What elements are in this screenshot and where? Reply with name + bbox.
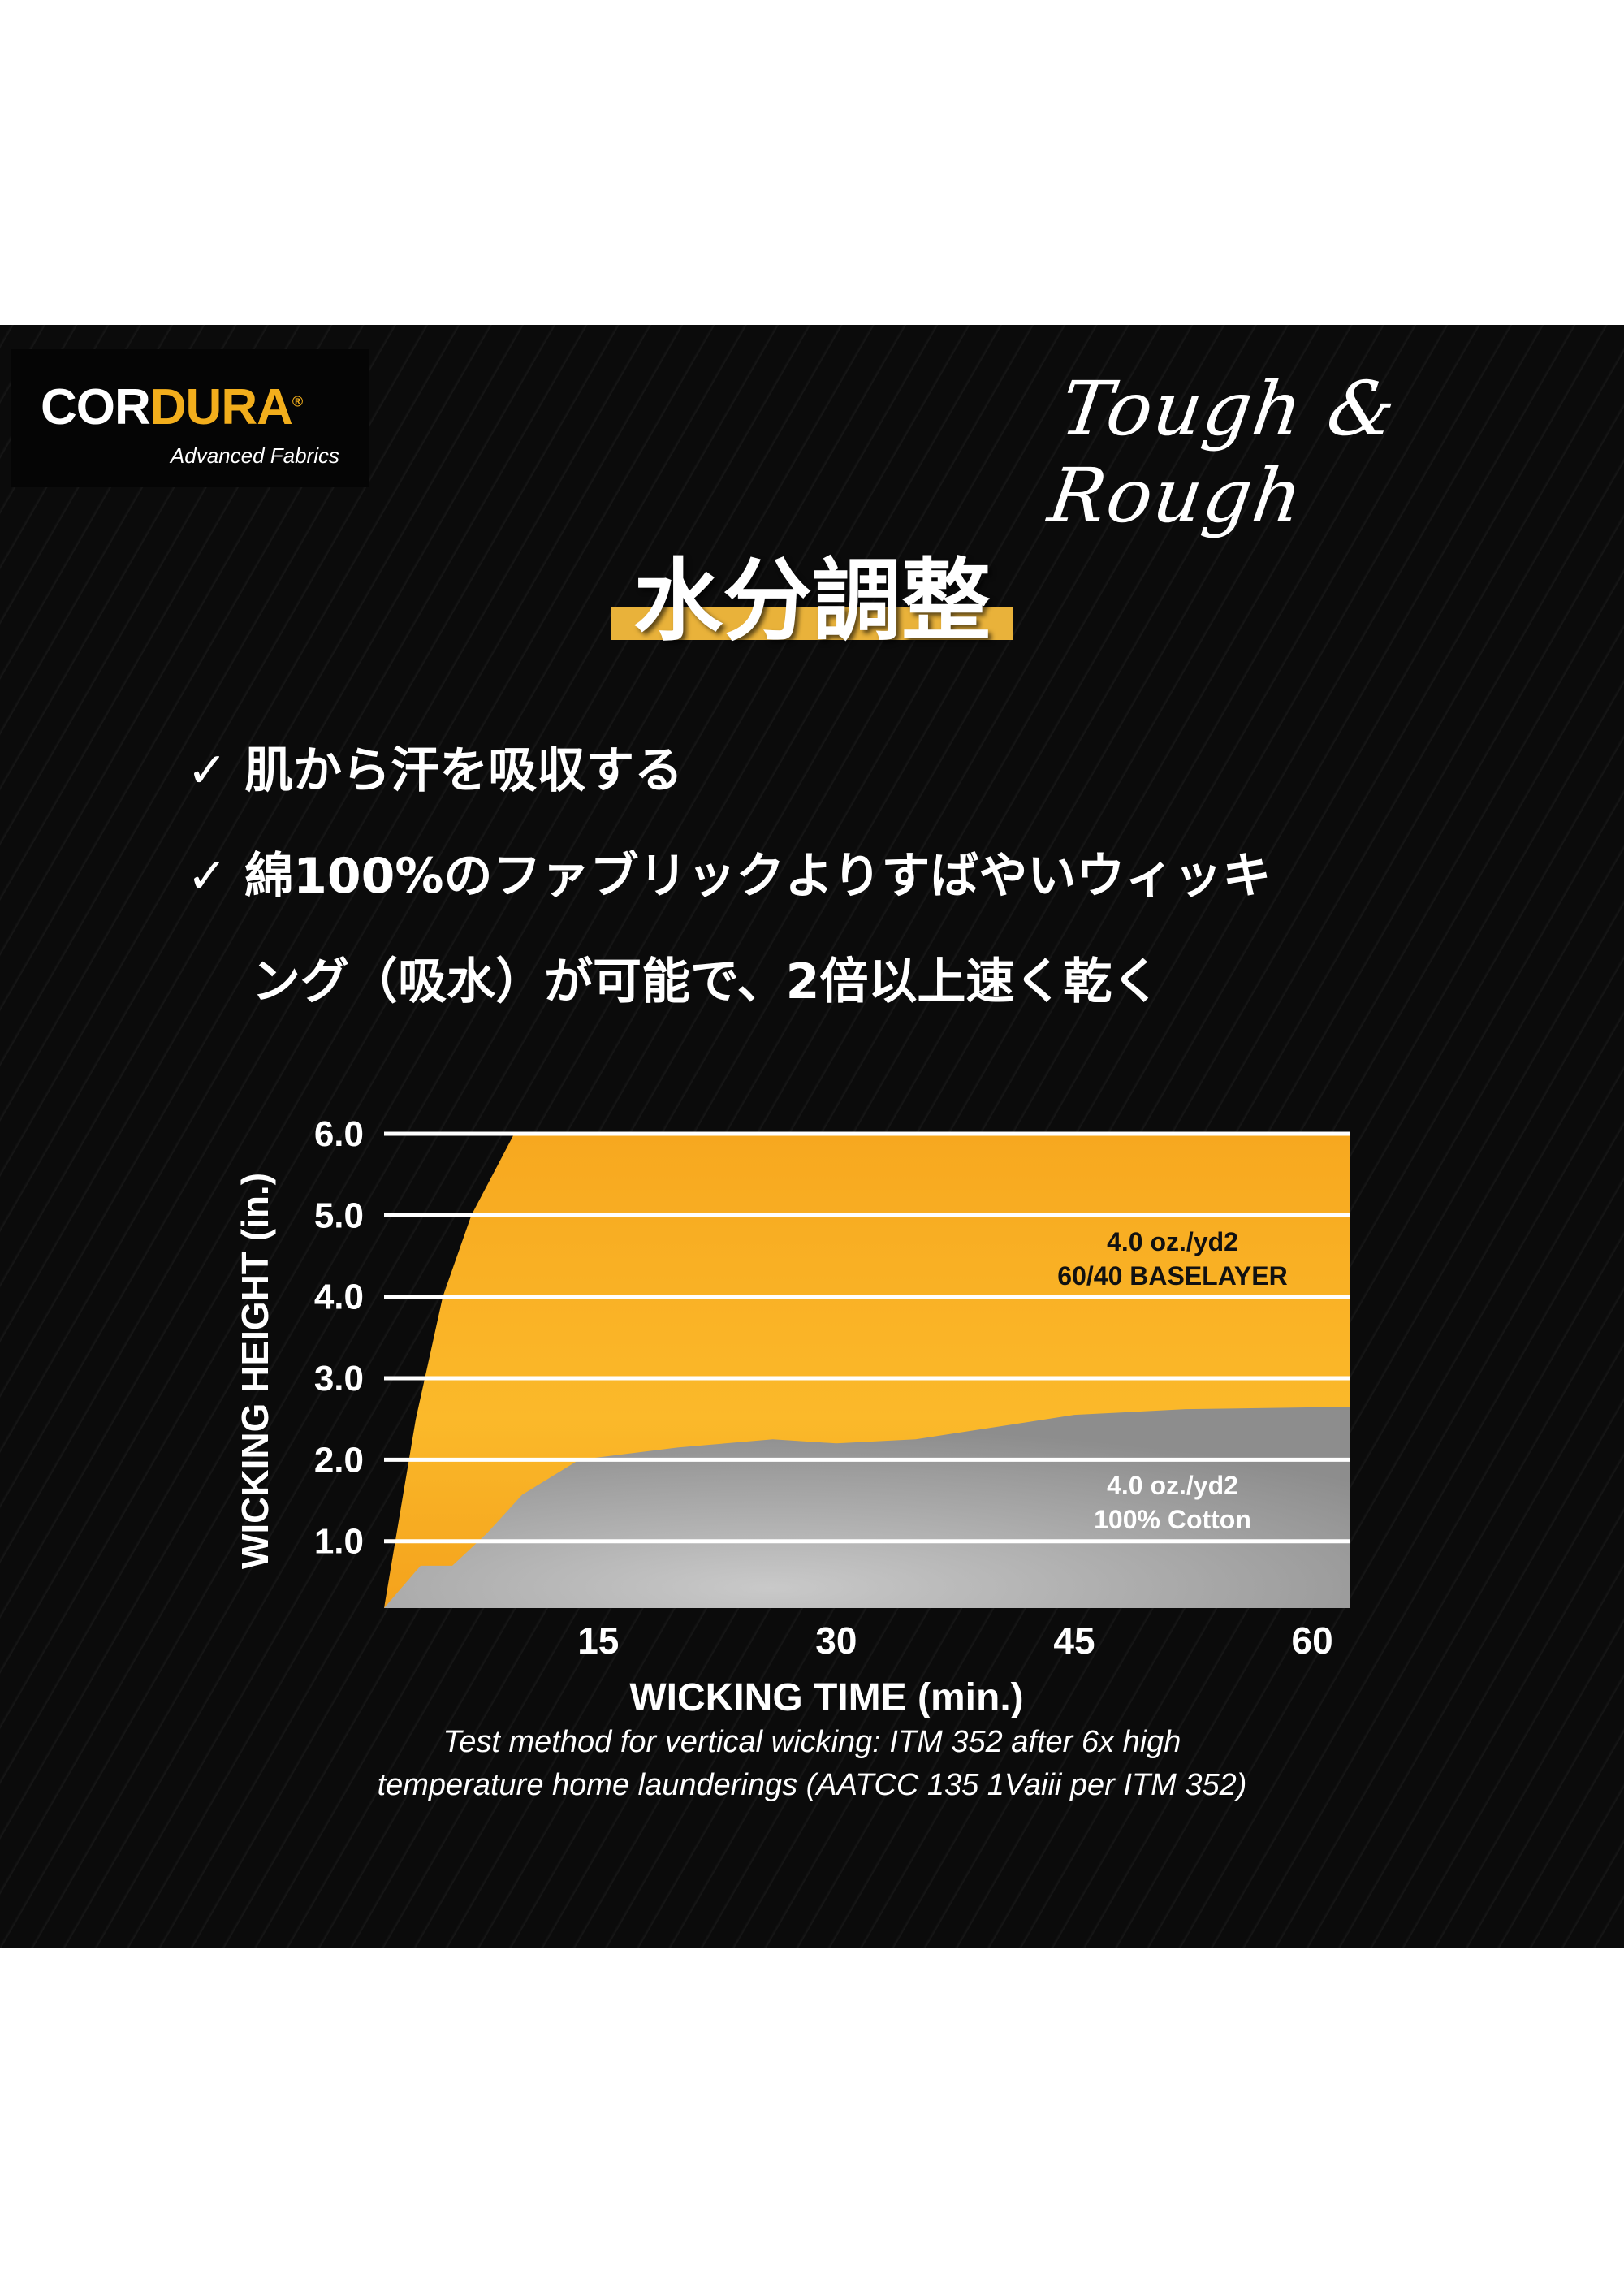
cotton-area <box>384 1407 1350 1608</box>
y-tick-label: 1.0 <box>314 1522 364 1562</box>
feature-point-1: ✓ 肌から汗を吸収する <box>187 742 684 799</box>
y-axis-label: WICKING HEIGHT (in.) <box>234 1173 276 1569</box>
cotton-label-line1: 4.0 oz./yd2 <box>1107 1471 1238 1500</box>
title-underline <box>611 607 1013 640</box>
y-tick-label: 4.0 <box>314 1278 364 1317</box>
logo-brand-orange: DURA <box>149 379 293 435</box>
cordura-logo: CORDURA® Advanced Fabrics <box>11 349 369 487</box>
baselayer-label-line1: 4.0 oz./yd2 <box>1107 1227 1238 1256</box>
page-title: 水分調整 <box>633 549 991 653</box>
feature-point-2-cont: ング（吸水）が可能で、2倍以上速く乾く <box>252 953 1161 1010</box>
logo-brand-white: COR <box>41 379 151 435</box>
feature-point-2: ✓ 綿100%のファブリックよりすばやいウィッキ <box>187 848 1272 905</box>
y-tick-label: 6.0 <box>314 1114 364 1154</box>
x-tick-label: 15 <box>577 1619 619 1662</box>
baselayer-label-line2: 60/40 BASELAYER <box>1057 1261 1287 1290</box>
y-tick-label: 2.0 <box>314 1440 364 1480</box>
footnote-line-1: Test method for vertical wicking: ITM 35… <box>443 1725 1181 1759</box>
footnote-line-2: temperature home launderings (AATCC 135 … <box>377 1768 1247 1802</box>
y-tick-label: 3.0 <box>314 1359 364 1399</box>
logo-subtitle: Advanced Fabrics <box>170 443 339 468</box>
logo-registered-mark: ® <box>292 393 303 410</box>
x-tick-label: 60 <box>1292 1619 1333 1662</box>
x-tick-label: 30 <box>815 1619 857 1662</box>
x-tick-label: 45 <box>1053 1619 1095 1662</box>
x-axis-label: WICKING TIME (min.) <box>629 1676 1023 1719</box>
y-tick-label: 5.0 <box>314 1195 364 1235</box>
cotton-label-line2: 100% Cotton <box>1094 1505 1251 1534</box>
